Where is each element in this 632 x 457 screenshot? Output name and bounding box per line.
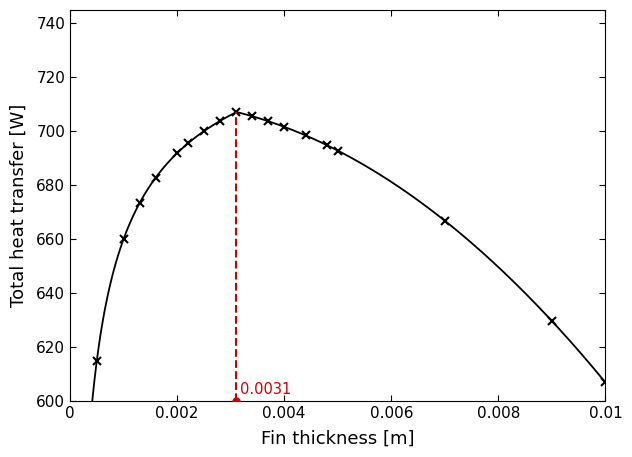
Y-axis label: Total heat transfer [W]: Total heat transfer [W] — [9, 104, 28, 307]
Text: 0.0031: 0.0031 — [240, 382, 291, 397]
X-axis label: Fin thickness [m]: Fin thickness [m] — [261, 429, 415, 447]
